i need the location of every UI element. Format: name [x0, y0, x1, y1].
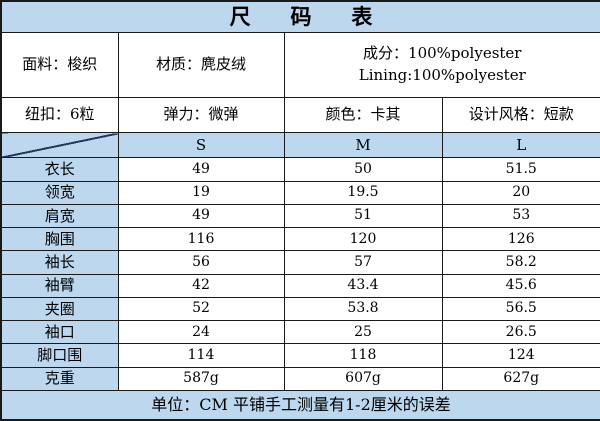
size-col-s: S — [117, 132, 285, 159]
value-cell: 51 — [283, 203, 443, 229]
size-col-m: M — [283, 132, 443, 159]
value-cell: 126 — [441, 227, 600, 252]
value-cell: 24 — [117, 320, 285, 345]
row-label: 肩宽 — [0, 203, 119, 229]
size-header-row: S M L — [0, 132, 600, 159]
value-cell: 49 — [117, 203, 285, 229]
elastic-cell: 弹力：微弹 — [117, 96, 285, 134]
value-cell: 19.5 — [283, 180, 443, 205]
size-col-l: L — [441, 132, 600, 159]
info-row-2: 纽扣：6粒 弹力：微弹 颜色：卡其 设计风格：短款 — [0, 96, 600, 134]
table-row-xiukou: 袖口 24 25 26.5 — [0, 320, 600, 345]
value-cell: 49 — [117, 157, 285, 182]
value-cell: 120 — [283, 227, 443, 252]
value-cell: 45.6 — [441, 273, 600, 298]
value-cell: 627g — [441, 366, 600, 392]
row-label: 脚口围 — [0, 343, 119, 368]
table-row-jiankuan: 肩宽 49 51 53 — [0, 203, 600, 229]
table-row-xiuchang: 袖长 56 57 58.2 — [0, 250, 600, 275]
value-cell: 20 — [441, 180, 600, 205]
value-cell: 56 — [117, 250, 285, 275]
row-label: 衣长 — [0, 157, 119, 182]
value-cell: 52 — [117, 296, 285, 322]
fabric-cell: 面料：梭织 — [0, 31, 119, 98]
value-cell: 19 — [117, 180, 285, 205]
diagonal-corner-cell — [0, 132, 119, 159]
table-row-xiubi: 袖臂 42 43.4 45.6 — [0, 273, 600, 298]
table-row-jiaquan: 夹圈 52 53.8 56.5 — [0, 296, 600, 322]
value-cell: 42 — [117, 273, 285, 298]
row-label: 克重 — [0, 366, 119, 392]
value-cell: 25 — [283, 320, 443, 345]
footer-row: 单位：CM 平铺手工测量有1-2厘米的误差 — [0, 390, 600, 421]
style-cell: 设计风格：短款 — [441, 96, 600, 134]
value-cell: 116 — [117, 227, 285, 252]
buttons-cell: 纽扣：6粒 — [0, 96, 119, 134]
table-row-xiongwei: 胸围 116 120 126 — [0, 227, 600, 252]
row-label: 夹圈 — [0, 296, 119, 322]
table-row-kezhong: 克重 587g 607g 627g — [0, 366, 600, 392]
value-cell: 124 — [441, 343, 600, 368]
page-title: 尺码表 — [0, 0, 600, 33]
material-cell: 材质：麂皮绒 — [117, 31, 285, 98]
value-cell: 56.5 — [441, 296, 600, 322]
row-label: 胸围 — [0, 227, 119, 252]
composition-line-2: Lining:100%polyester — [358, 65, 526, 84]
value-cell: 607g — [283, 366, 443, 392]
value-cell: 587g — [117, 366, 285, 392]
table-row-yichang: 衣长 49 50 51.5 — [0, 157, 600, 182]
value-cell: 57 — [283, 250, 443, 275]
composition-cell: 成分：100%polyester Lining:100%polyester — [283, 31, 600, 98]
value-cell: 53.8 — [283, 296, 443, 322]
value-cell: 26.5 — [441, 320, 600, 345]
row-label: 袖长 — [0, 250, 119, 275]
value-cell: 50 — [283, 157, 443, 182]
value-cell: 53 — [441, 203, 600, 229]
value-cell: 43.4 — [283, 273, 443, 298]
value-cell: 58.2 — [441, 250, 600, 275]
info-row-1: 面料：梭织 材质：麂皮绒 成分：100%polyester Lining:100… — [0, 31, 600, 98]
value-cell: 118 — [283, 343, 443, 368]
title-row: 尺码表 — [0, 0, 600, 33]
row-label: 袖臂 — [0, 273, 119, 298]
unit-note: 单位：CM 平铺手工测量有1-2厘米的误差 — [0, 390, 600, 421]
composition-line-1: 成分：100%polyester — [363, 43, 522, 62]
value-cell: 114 — [117, 343, 285, 368]
row-label: 领宽 — [0, 180, 119, 205]
row-label: 袖口 — [0, 320, 119, 345]
table-row-lingkuan: 领宽 19 19.5 20 — [0, 180, 600, 205]
value-cell: 51.5 — [441, 157, 600, 182]
table-row-jiaokouwei: 脚口围 114 118 124 — [0, 343, 600, 368]
color-cell: 颜色：卡其 — [283, 96, 443, 134]
